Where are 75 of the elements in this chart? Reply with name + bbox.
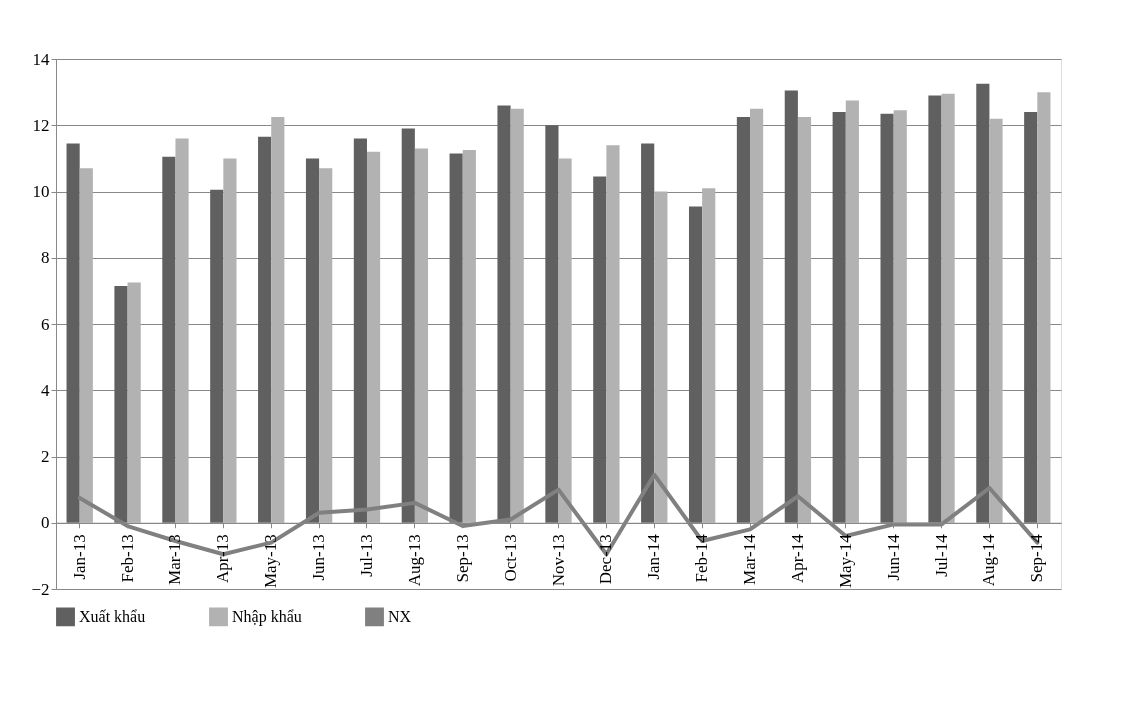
x-tick-label: May-13 [261, 534, 281, 589]
bar [414, 148, 429, 523]
bar [366, 151, 381, 523]
bar [175, 138, 189, 523]
x-tick-label: Jan-13 [69, 534, 89, 580]
bar [941, 93, 955, 523]
x-tick-label: Aug-14 [979, 533, 999, 587]
bar [401, 128, 415, 523]
bar [893, 110, 907, 523]
y-tick-label: 2 [41, 447, 50, 466]
bar [880, 113, 894, 523]
x-tick-label: Feb-14 [692, 533, 712, 583]
bar [66, 143, 80, 523]
bar [162, 156, 176, 523]
bar [1037, 92, 1051, 523]
x-tick-label: May-14 [835, 533, 855, 589]
bar [832, 112, 846, 523]
y-tick-label: 4 [41, 380, 50, 400]
legend-label: NX [388, 607, 412, 625]
bar [462, 150, 476, 523]
bar [223, 158, 237, 523]
bar [258, 136, 272, 523]
bar [271, 116, 285, 523]
bar [750, 108, 764, 523]
y-tick-label: 12 [32, 115, 50, 135]
x-tick-label: Jan-14 [644, 533, 664, 580]
bar [688, 206, 703, 523]
legend-label: Xuất khẩu [79, 607, 146, 625]
y-tick-label: 0 [41, 513, 50, 533]
x-tick-label: Sep-14 [1027, 533, 1047, 583]
x-tick-label: Nov-13 [548, 534, 568, 587]
y-tick-label: 8 [41, 248, 50, 268]
x-tick-label: Jul-14 [931, 533, 951, 577]
bar [497, 105, 511, 523]
x-tick-label: Apr-13 [213, 534, 233, 584]
y-tick-label: 14 [32, 49, 50, 69]
bar [79, 168, 93, 523]
x-tick-label: Feb-13 [117, 534, 137, 583]
x-tick-label: Sep-13 [452, 534, 472, 583]
bar [989, 118, 1003, 523]
bar [127, 282, 141, 523]
bar [641, 143, 655, 523]
bar [114, 285, 128, 523]
bar [845, 100, 859, 523]
bar [593, 176, 607, 523]
x-tick-label: Jun-14 [883, 533, 903, 581]
bar [558, 158, 572, 523]
bar [784, 90, 798, 523]
y-tick-label: 6 [41, 314, 50, 334]
bar [928, 95, 942, 523]
bar [1024, 112, 1038, 523]
bar [545, 125, 559, 523]
x-tick-label: Jul-13 [356, 534, 376, 577]
x-tick-label: Jun-13 [309, 534, 329, 581]
bar [305, 158, 320, 523]
x-tick-label: Oct-13 [500, 534, 520, 582]
bar [976, 83, 990, 523]
bar [353, 138, 367, 523]
bar [210, 189, 224, 523]
bar [510, 108, 524, 523]
bar [702, 188, 716, 523]
bar [654, 191, 668, 523]
x-tick-label: Mar-14 [740, 533, 760, 585]
bar [736, 116, 751, 523]
bar [606, 145, 620, 523]
x-tick-label: Apr-14 [787, 533, 807, 584]
x-tick-label: Mar-13 [165, 534, 185, 585]
legend-label: Nhập khẩu [232, 607, 302, 626]
bar [449, 153, 463, 523]
bar [797, 116, 812, 523]
bar [319, 168, 333, 523]
x-tick-label: Dec-13 [596, 534, 616, 585]
y-tick-label: −2 [31, 579, 50, 599]
y-tick-label: 10 [32, 182, 50, 201]
x-tick-label: Aug-13 [404, 534, 424, 587]
